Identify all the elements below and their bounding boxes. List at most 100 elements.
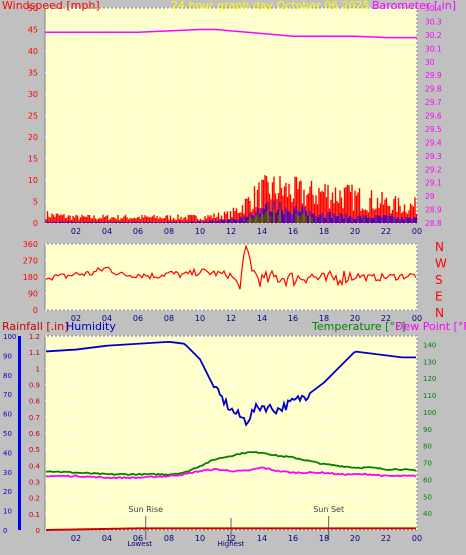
climate-x-tick-label: 10 — [195, 534, 205, 543]
rain-y-tick-label: 0.6 — [29, 430, 41, 438]
climate-x-tick-label: 16 — [288, 534, 298, 543]
humidity-y-tick-label: 80 — [3, 372, 12, 380]
wind-x-tick-label: 22 — [381, 227, 391, 236]
lowest-label: Lowest — [128, 540, 153, 548]
climate-x-tick-label: 06 — [133, 534, 143, 543]
climate-x-tick-label: 08 — [164, 534, 174, 543]
rain-y-tick-label: 0.9 — [29, 382, 40, 390]
wind-x-tick-label: 10 — [195, 227, 205, 236]
sunrise-label: Sun Rise — [128, 505, 163, 514]
direction-x-tick-label: 06 — [133, 314, 143, 323]
climate-marks — [45, 340, 417, 531]
direction-x-tick-label: 10 — [195, 314, 205, 323]
compass-label: N — [435, 240, 444, 254]
temperature-line — [45, 450, 417, 477]
humidity-y-tick-label: 70 — [3, 391, 12, 399]
wind-barometer-chart: 0 5 10 15 20 25 30 35 40 45 50 28.8 28.9 29 29.1 29.2 29… — [28, 4, 442, 236]
baro-y-tick-label: 29.2 — [425, 165, 442, 174]
rain-y-tick-label: 0.1 — [29, 511, 40, 519]
rain-y-tick-label: 0 — [36, 527, 40, 535]
climate-x-tick-label: 12 — [226, 534, 236, 543]
temperature-axis-title: Temperature [°F] — [311, 320, 406, 333]
humidity-y-tick-label: 90 — [3, 352, 12, 360]
wind-y-tick-label: 15 — [28, 155, 38, 164]
direction-x-tick-label: 08 — [164, 314, 174, 323]
rain-y-tick-label: 0.3 — [29, 479, 40, 487]
wind-y-tick-label: 40 — [28, 47, 38, 56]
dewpoint-axis-title: Dew Point [°F] — [395, 320, 466, 333]
baro-y-tick-label: 29.3 — [425, 152, 442, 161]
humidity-y-tick-label: 40 — [3, 449, 12, 457]
rain-humidity-temp-chart: 0 0.1 0.2 0.3 0.4 0.5 0.6 0.7 0.8 0.9 1 1.1 1.2 0 10 20… — [3, 333, 436, 548]
wind-axes: 0 5 10 15 20 25 30 35 40 45 50 28.8 28.9 29 29.1 29.2 29… — [28, 4, 442, 236]
wind-x-tick-label: 02 — [71, 227, 81, 236]
direction-x-tick-label: 22 — [381, 314, 391, 323]
wind-y-tick-label: 45 — [28, 26, 38, 35]
rain-y-tick-label: 0.7 — [29, 414, 40, 422]
baro-y-tick-label: 29.9 — [425, 71, 442, 80]
temp-y-tick-label: 80 — [423, 443, 432, 451]
rain-y-tick-label: 1 — [36, 365, 40, 373]
temp-y-tick-label: 140 — [423, 341, 436, 349]
baro-y-tick-label: 29.7 — [425, 98, 442, 107]
humidity-scale-bar — [18, 336, 21, 530]
direction-x-tick-label: 18 — [319, 314, 329, 323]
barometer-axis-title: Barometer [.in] — [372, 0, 456, 12]
baro-y-tick-label: 29.1 — [425, 179, 442, 188]
barometer-line — [45, 28, 417, 39]
baro-y-tick-label: 28.9 — [425, 206, 442, 215]
baro-y-tick-label: 29.4 — [425, 138, 442, 147]
direction-x-tick-label: 14 — [257, 314, 267, 323]
temp-y-tick-label: 100 — [423, 409, 436, 417]
wind-y-tick-label: 30 — [28, 90, 38, 99]
wind-x-tick-label: 04 — [102, 227, 112, 236]
wind-y-tick-label: 25 — [28, 112, 38, 121]
temp-y-tick-label: 70 — [423, 460, 432, 468]
humidity-line — [45, 340, 416, 427]
wind-x-tick-label: 00 — [412, 227, 422, 236]
direction-y-tick-label: 0 — [33, 306, 38, 315]
direction-y-tick-label: 360 — [23, 240, 38, 249]
wind-y-tick-label: 10 — [28, 176, 38, 185]
rain-y-tick-label: 1.1 — [29, 349, 40, 357]
temp-y-tick-label: 60 — [423, 476, 432, 484]
highest-label: Highest — [218, 540, 245, 548]
wind-x-tick-label: 20 — [350, 227, 360, 236]
wind-x-tick-label: 12 — [226, 227, 236, 236]
direction-x-tick-label: 12 — [226, 314, 236, 323]
baro-y-tick-label: 28.8 — [425, 219, 442, 228]
baro-y-tick-label: 29.6 — [425, 112, 442, 121]
temp-y-tick-label: 130 — [423, 358, 436, 366]
temp-y-tick-label: 90 — [423, 426, 432, 434]
humidity-y-tick-label: 0 — [3, 527, 7, 535]
wind-y-tick-label: 20 — [28, 133, 38, 142]
direction-y-tick-label: 270 — [23, 257, 38, 266]
direction-y-tick-label: 90 — [28, 290, 38, 299]
baro-y-tick-label: 30.4 — [425, 4, 442, 13]
rain-y-tick-label: 0.2 — [29, 495, 40, 503]
baro-y-tick-label: 29 — [425, 192, 435, 201]
direction-marks — [45, 244, 417, 290]
climate-x-tick-label: 04 — [102, 534, 112, 543]
direction-x-tick-label: 00 — [412, 314, 422, 323]
climate-x-tick-label: 22 — [381, 534, 391, 543]
rain-y-tick-label: 0.5 — [29, 446, 40, 454]
baro-y-tick-label: 29.8 — [425, 85, 442, 94]
wind-axis-title: Windspeed [mph] — [2, 0, 100, 12]
temp-y-tick-label: 40 — [423, 510, 432, 518]
wind-y-tick-label: 35 — [28, 69, 38, 78]
climate-x-tick-label: 18 — [319, 534, 329, 543]
direction-x-tick-label: 20 — [350, 314, 360, 323]
humidity-axis-title: Humidity — [66, 320, 116, 333]
baro-y-tick-label: 30.3 — [425, 17, 442, 26]
baro-y-tick-label: 30.1 — [425, 44, 442, 53]
baro-y-tick-label: 30.2 — [425, 31, 442, 40]
rainfall-axis-title: Rainfall [.in] — [2, 320, 69, 333]
wind-x-tick-label: 14 — [257, 227, 267, 236]
sunset-label: Sun Set — [313, 505, 344, 514]
rainfall-line — [45, 527, 416, 531]
